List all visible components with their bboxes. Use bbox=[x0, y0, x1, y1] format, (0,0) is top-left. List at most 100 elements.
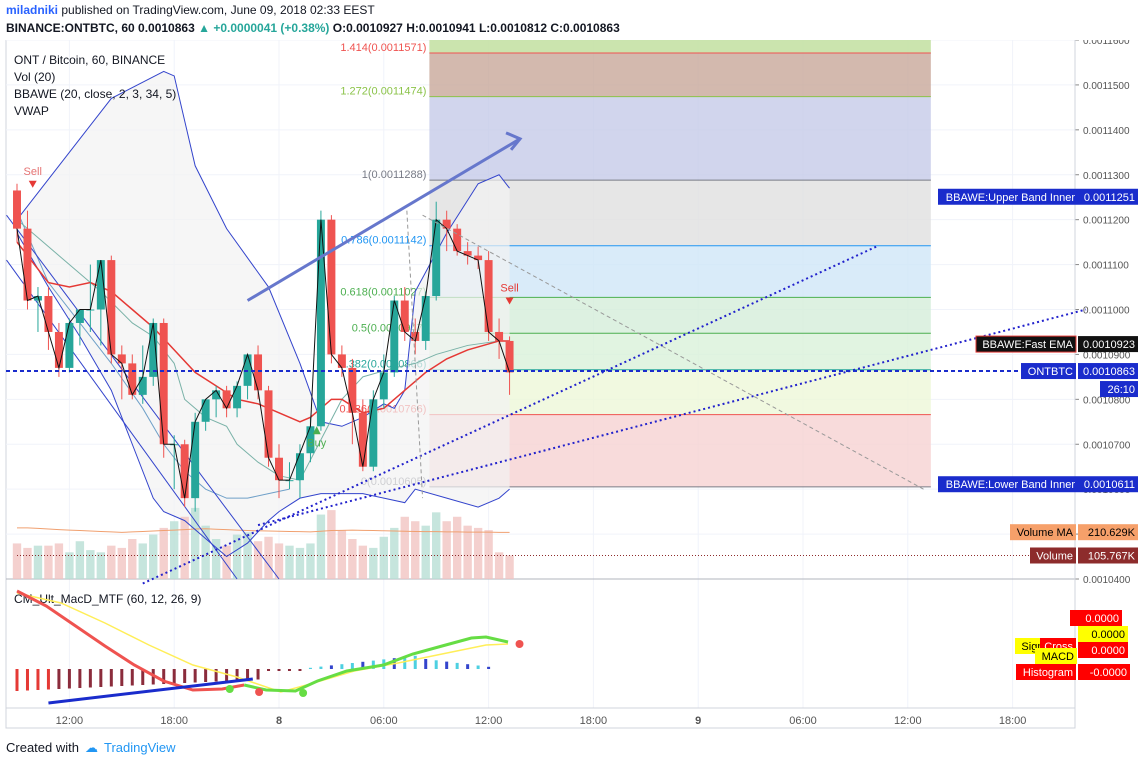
volume-bar bbox=[505, 555, 514, 579]
macd-histogram-value-box bbox=[1078, 664, 1130, 680]
x-tick-label: 18:00 bbox=[580, 715, 608, 727]
x-tick-label: 18:00 bbox=[999, 715, 1027, 727]
candle-body bbox=[306, 426, 315, 454]
fast-ema-value: 0.0010923 bbox=[1078, 336, 1138, 353]
symbol-tag: ONTBTC bbox=[1021, 363, 1076, 380]
macd-histogram-bar bbox=[413, 655, 417, 669]
volume-bar bbox=[232, 534, 242, 579]
volume-bar bbox=[75, 541, 85, 579]
open-value: 0.0010927 bbox=[346, 21, 403, 35]
volume-bar bbox=[222, 545, 231, 579]
sell-arrow-icon bbox=[505, 297, 514, 305]
candle-body bbox=[358, 412, 367, 467]
tradingview-link[interactable]: TradingView bbox=[103, 740, 176, 755]
macd-histogram-bar bbox=[67, 669, 71, 689]
open-label: O: bbox=[332, 21, 347, 35]
lower-band-value: 0.0010611 bbox=[1078, 476, 1138, 493]
lower-band-value-text: 0.0010611 bbox=[1084, 479, 1135, 491]
volume-bar bbox=[54, 543, 64, 579]
macd-histogram-bar bbox=[476, 665, 480, 669]
buy-arrow-icon bbox=[312, 426, 321, 435]
macd-label-tag-box bbox=[1035, 648, 1077, 664]
macd-signal-value: 0.0000 bbox=[1078, 626, 1128, 642]
macd-histogram-bar bbox=[15, 669, 19, 691]
tradingview-logo-icon[interactable]: ☁ bbox=[84, 740, 98, 755]
volume-value-box bbox=[1078, 547, 1138, 564]
lower-band-tag-text: BBAWE:Lower Band Inner bbox=[946, 479, 1076, 491]
candle-body bbox=[316, 219, 325, 427]
symbol-tag-text: ONTBTC bbox=[1028, 366, 1073, 378]
x-tick-label: 12:00 bbox=[56, 715, 84, 727]
candle-body bbox=[159, 322, 168, 445]
macd-histogram-bar bbox=[361, 661, 365, 669]
volume-bar bbox=[473, 527, 483, 579]
macd-histogram-value-text: -0.0000 bbox=[1090, 667, 1127, 679]
x-tick-label: 06:00 bbox=[789, 715, 817, 727]
volume-bar bbox=[211, 539, 221, 579]
candle-body bbox=[222, 390, 231, 409]
macd-histogram-bar bbox=[487, 666, 491, 669]
candle-body bbox=[369, 399, 378, 467]
x-tick-label: 18:00 bbox=[160, 715, 188, 727]
macd-histogram-tag-box bbox=[1016, 664, 1076, 680]
volume-bar bbox=[306, 543, 315, 579]
fast-ema-tag: BBAWE:Fast EMA bbox=[975, 335, 1077, 353]
candle-body bbox=[128, 363, 137, 395]
lower-band-tag-box bbox=[938, 476, 1078, 493]
volume-value: 105.767K bbox=[1078, 547, 1138, 564]
candle-body bbox=[201, 399, 210, 422]
candle-body bbox=[432, 219, 441, 297]
macd-histogram-bar bbox=[350, 663, 354, 669]
volume-ma-tag-box bbox=[1010, 524, 1076, 541]
candle-body bbox=[379, 372, 388, 400]
y-tick-label: 0.0011200 bbox=[1083, 216, 1130, 227]
x-tick-label: 12:00 bbox=[894, 715, 922, 727]
upper-band-value: 0.0011251 bbox=[1078, 188, 1138, 205]
macd-value-tag-box bbox=[1070, 610, 1122, 626]
price-chart[interactable]: 0.0011600 0.0011500 0.0011400 0.0011300 0.00… bbox=[0, 40, 1147, 738]
volume-bar bbox=[201, 525, 210, 579]
upper-band-tag-box bbox=[938, 188, 1078, 205]
macd-histogram-bar bbox=[183, 669, 187, 683]
volume-bar bbox=[170, 521, 179, 579]
macd-histogram-bar bbox=[120, 669, 124, 686]
up-arrow-icon: ▲ bbox=[198, 21, 210, 35]
fib-zone bbox=[429, 414, 931, 487]
y-tick-label: 0.0011300 bbox=[1083, 171, 1130, 182]
macd-histogram-bar bbox=[246, 669, 250, 680]
volume-bar bbox=[190, 507, 200, 579]
legend-entry: BBAWE (20, close, 2, 3, 34, 5) bbox=[14, 87, 176, 101]
volume-bar bbox=[432, 512, 441, 579]
macd-histogram-bar bbox=[162, 669, 166, 684]
macd-cross-dot bbox=[255, 688, 264, 696]
countdown-tag-box bbox=[1100, 381, 1138, 398]
volume-ma-line bbox=[17, 527, 510, 533]
countdown-tag-text: 26:10 bbox=[1107, 384, 1135, 396]
candle-body bbox=[295, 453, 304, 481]
macd-histogram-bar bbox=[319, 666, 323, 669]
macd-cross-dot bbox=[299, 689, 308, 697]
volume-bar bbox=[411, 521, 420, 579]
volume-ma-value-text: 210.629K bbox=[1088, 527, 1136, 539]
volume-bar bbox=[295, 547, 305, 579]
close-line bbox=[16, 218, 511, 499]
volume-bar bbox=[358, 545, 368, 579]
volume-ma-value-box bbox=[1078, 524, 1138, 541]
macd-histogram-bar bbox=[130, 669, 134, 686]
macd-cross-dot bbox=[515, 640, 524, 648]
author-link[interactable]: miladniki bbox=[6, 3, 59, 17]
fib-level-label: 1.414(0.0011571) bbox=[340, 42, 426, 54]
macd-label-tag-text: MACD bbox=[1042, 651, 1074, 663]
macd-histogram-tag: Histogram bbox=[1016, 664, 1076, 680]
volume-bar bbox=[33, 545, 43, 579]
symbol-value-text: 0.0010863 bbox=[1083, 366, 1135, 378]
macd-histogram-bar bbox=[445, 661, 449, 669]
candle-body bbox=[495, 331, 504, 341]
candle-body bbox=[505, 340, 514, 373]
macd-histogram-bar bbox=[172, 669, 176, 684]
symbol-title: BINANCE:ONTBTC, 60 bbox=[6, 21, 135, 35]
macd-histogram-bar bbox=[371, 660, 375, 669]
x-tick-label: 12:00 bbox=[475, 715, 503, 727]
x-tick-label: 8 bbox=[276, 715, 282, 727]
macd-histogram-bar bbox=[434, 660, 438, 669]
